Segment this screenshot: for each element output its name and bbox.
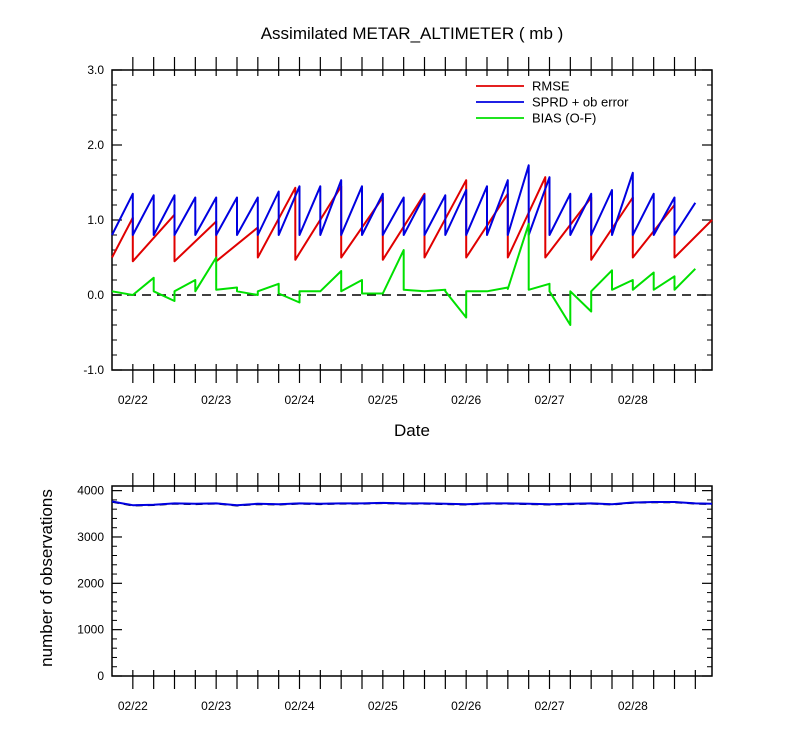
- y-tick-label: 1.0: [87, 213, 104, 227]
- series-line-bias-o-f: [111, 222, 697, 326]
- y-tick-label: 0: [97, 669, 104, 683]
- y-tick-label: -1.0: [83, 363, 104, 377]
- y-tick-label: 0.0: [87, 288, 104, 302]
- x-tick-label: 02/22: [118, 393, 148, 407]
- y-tick-label: 3.0: [87, 63, 104, 77]
- y-tick-label: 2.0: [87, 138, 104, 152]
- x-tick-label: 02/23: [201, 393, 231, 407]
- series-line-sprd-ob-error: [111, 164, 697, 236]
- legend-label: BIAS (O-F): [532, 111, 596, 126]
- plot-frame: [111, 485, 713, 677]
- series-line: [111, 500, 713, 507]
- x-tick-label: 02/24: [284, 699, 314, 713]
- y-tick-label: 4000: [77, 484, 104, 498]
- x-tick-label: 02/28: [618, 699, 648, 713]
- x-tick-label: 02/25: [368, 699, 398, 713]
- x-tick-label: 02/27: [534, 699, 564, 713]
- legend-label: RMSE: [532, 79, 570, 94]
- y-tick-label: 1000: [77, 623, 104, 637]
- x-axis-label: Date: [394, 421, 430, 440]
- x-tick-label: 02/24: [284, 393, 314, 407]
- x-tick-label: 02/26: [451, 393, 481, 407]
- top-panel: -1.0 0.0 1.0 2.0 3.0 02/22 02/23 02/24 02/25 02/2…: [83, 57, 713, 407]
- y-tick-label: 3000: [77, 530, 104, 544]
- y-axis-label: number of observations: [37, 489, 56, 667]
- bottom-panel: 0 1000 2000 3000 4000 02/22 02/23 02/24 02/25 02/…: [77, 473, 713, 713]
- x-tick-label: 02/27: [534, 393, 564, 407]
- x-tick-label: 02/25: [368, 393, 398, 407]
- legend-label: SPRD + ob error: [532, 95, 629, 110]
- y-tick-label: 2000: [77, 576, 104, 590]
- chart-title: Assimilated METAR_ALTIMETER ( mb ): [261, 24, 564, 43]
- x-tick-label: 02/26: [451, 699, 481, 713]
- x-tick-label: 02/28: [618, 393, 648, 407]
- x-tick-label: 02/22: [118, 699, 148, 713]
- x-tick-label: 02/23: [201, 699, 231, 713]
